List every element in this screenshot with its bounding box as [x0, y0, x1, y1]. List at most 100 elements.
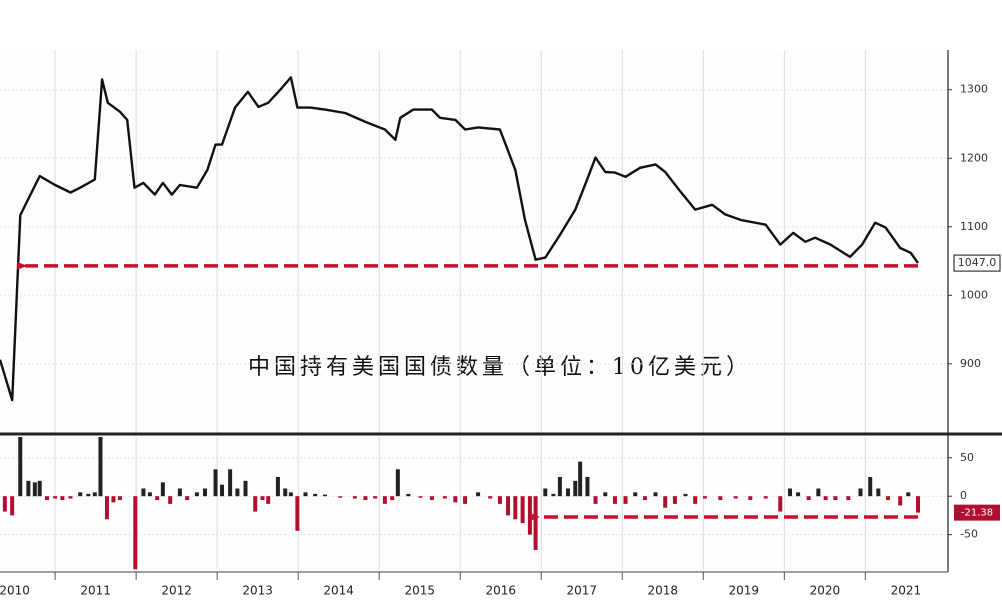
bar [141, 488, 146, 497]
bar [168, 496, 173, 504]
bar-group [2, 437, 921, 570]
y-tick-label: 1300 [960, 83, 988, 96]
bar [520, 496, 525, 524]
x-tick-label: 2013 [242, 584, 273, 598]
bar [816, 488, 821, 497]
bar [653, 492, 658, 497]
bar [453, 496, 458, 503]
bar [160, 482, 165, 497]
bar [488, 496, 493, 499]
bar [527, 496, 532, 535]
bar [117, 496, 122, 501]
bar [133, 496, 138, 570]
bar [418, 496, 423, 498]
bar [543, 488, 548, 497]
bar [194, 492, 199, 497]
bar [68, 496, 73, 499]
bar [352, 496, 357, 499]
end-label-box [954, 504, 1000, 521]
bar [382, 496, 387, 504]
x-tick-label: 2011 [80, 584, 111, 598]
x-tick-label: 2017 [566, 584, 597, 598]
bar [442, 496, 447, 499]
y-tick-label: 0 [960, 489, 967, 502]
bar [642, 496, 647, 501]
y-tick-label: 1100 [960, 220, 988, 233]
bar [533, 496, 538, 551]
bar [846, 496, 851, 501]
bar [18, 437, 23, 497]
end-label-box [953, 254, 1001, 272]
bar [220, 484, 225, 497]
bar [763, 496, 768, 499]
bar [313, 493, 318, 497]
bar [573, 480, 578, 497]
y-tick-label: -50 [960, 528, 978, 541]
bar [565, 488, 570, 497]
bar [429, 496, 434, 501]
end-label: 1047.0 [958, 256, 997, 269]
bar [303, 492, 308, 497]
bar [44, 496, 49, 501]
y-tick-label: 50 [960, 451, 974, 464]
bar [32, 482, 37, 497]
bar [104, 496, 109, 520]
bar [395, 469, 400, 497]
bar [868, 476, 873, 497]
bar [513, 496, 518, 520]
bar [898, 496, 903, 506]
x-tick-label: 2015 [404, 584, 435, 598]
bar [53, 496, 58, 499]
bar [390, 496, 395, 501]
bar [633, 492, 638, 497]
x-tick-label: 2019 [729, 584, 760, 598]
bar [10, 496, 15, 516]
bar [155, 496, 160, 501]
end-label: -21.38 [961, 508, 993, 519]
x-tick-label: 2012 [161, 584, 192, 598]
bar [60, 496, 65, 501]
bar [693, 496, 698, 504]
bar [578, 461, 583, 497]
bar [683, 493, 688, 497]
x-tick-label: 2016 [485, 584, 516, 598]
line-group [0, 76, 919, 402]
bar [78, 492, 83, 497]
bar [603, 492, 608, 497]
bar [612, 496, 617, 504]
bar [806, 496, 811, 501]
bar [322, 494, 327, 497]
bar [228, 469, 233, 497]
x-tick-label: 2014 [323, 584, 354, 598]
bar [185, 496, 190, 501]
bar [557, 476, 562, 497]
bar [260, 496, 265, 501]
bar [275, 476, 280, 497]
bar [338, 496, 343, 498]
bar [266, 496, 271, 504]
y-tick-label: 900 [960, 357, 981, 370]
bar [663, 496, 668, 508]
bar [585, 476, 590, 497]
bar [718, 496, 723, 501]
bar [283, 488, 288, 497]
x-tick-label: 2018 [648, 584, 679, 598]
bar [235, 488, 240, 497]
bar [858, 488, 863, 497]
bar [111, 496, 116, 503]
bar [593, 496, 598, 504]
y-tick-label: 1000 [960, 288, 988, 301]
x-tick-label: 2021 [891, 584, 922, 598]
y-tick-label: 1200 [960, 151, 988, 164]
bar [177, 488, 182, 497]
bar [733, 496, 738, 499]
bar [886, 496, 891, 501]
bar [86, 493, 91, 497]
bar [243, 480, 248, 497]
bar [202, 488, 207, 497]
bar [823, 496, 828, 501]
bar [373, 496, 378, 499]
bar [2, 496, 7, 512]
bar [288, 492, 293, 497]
